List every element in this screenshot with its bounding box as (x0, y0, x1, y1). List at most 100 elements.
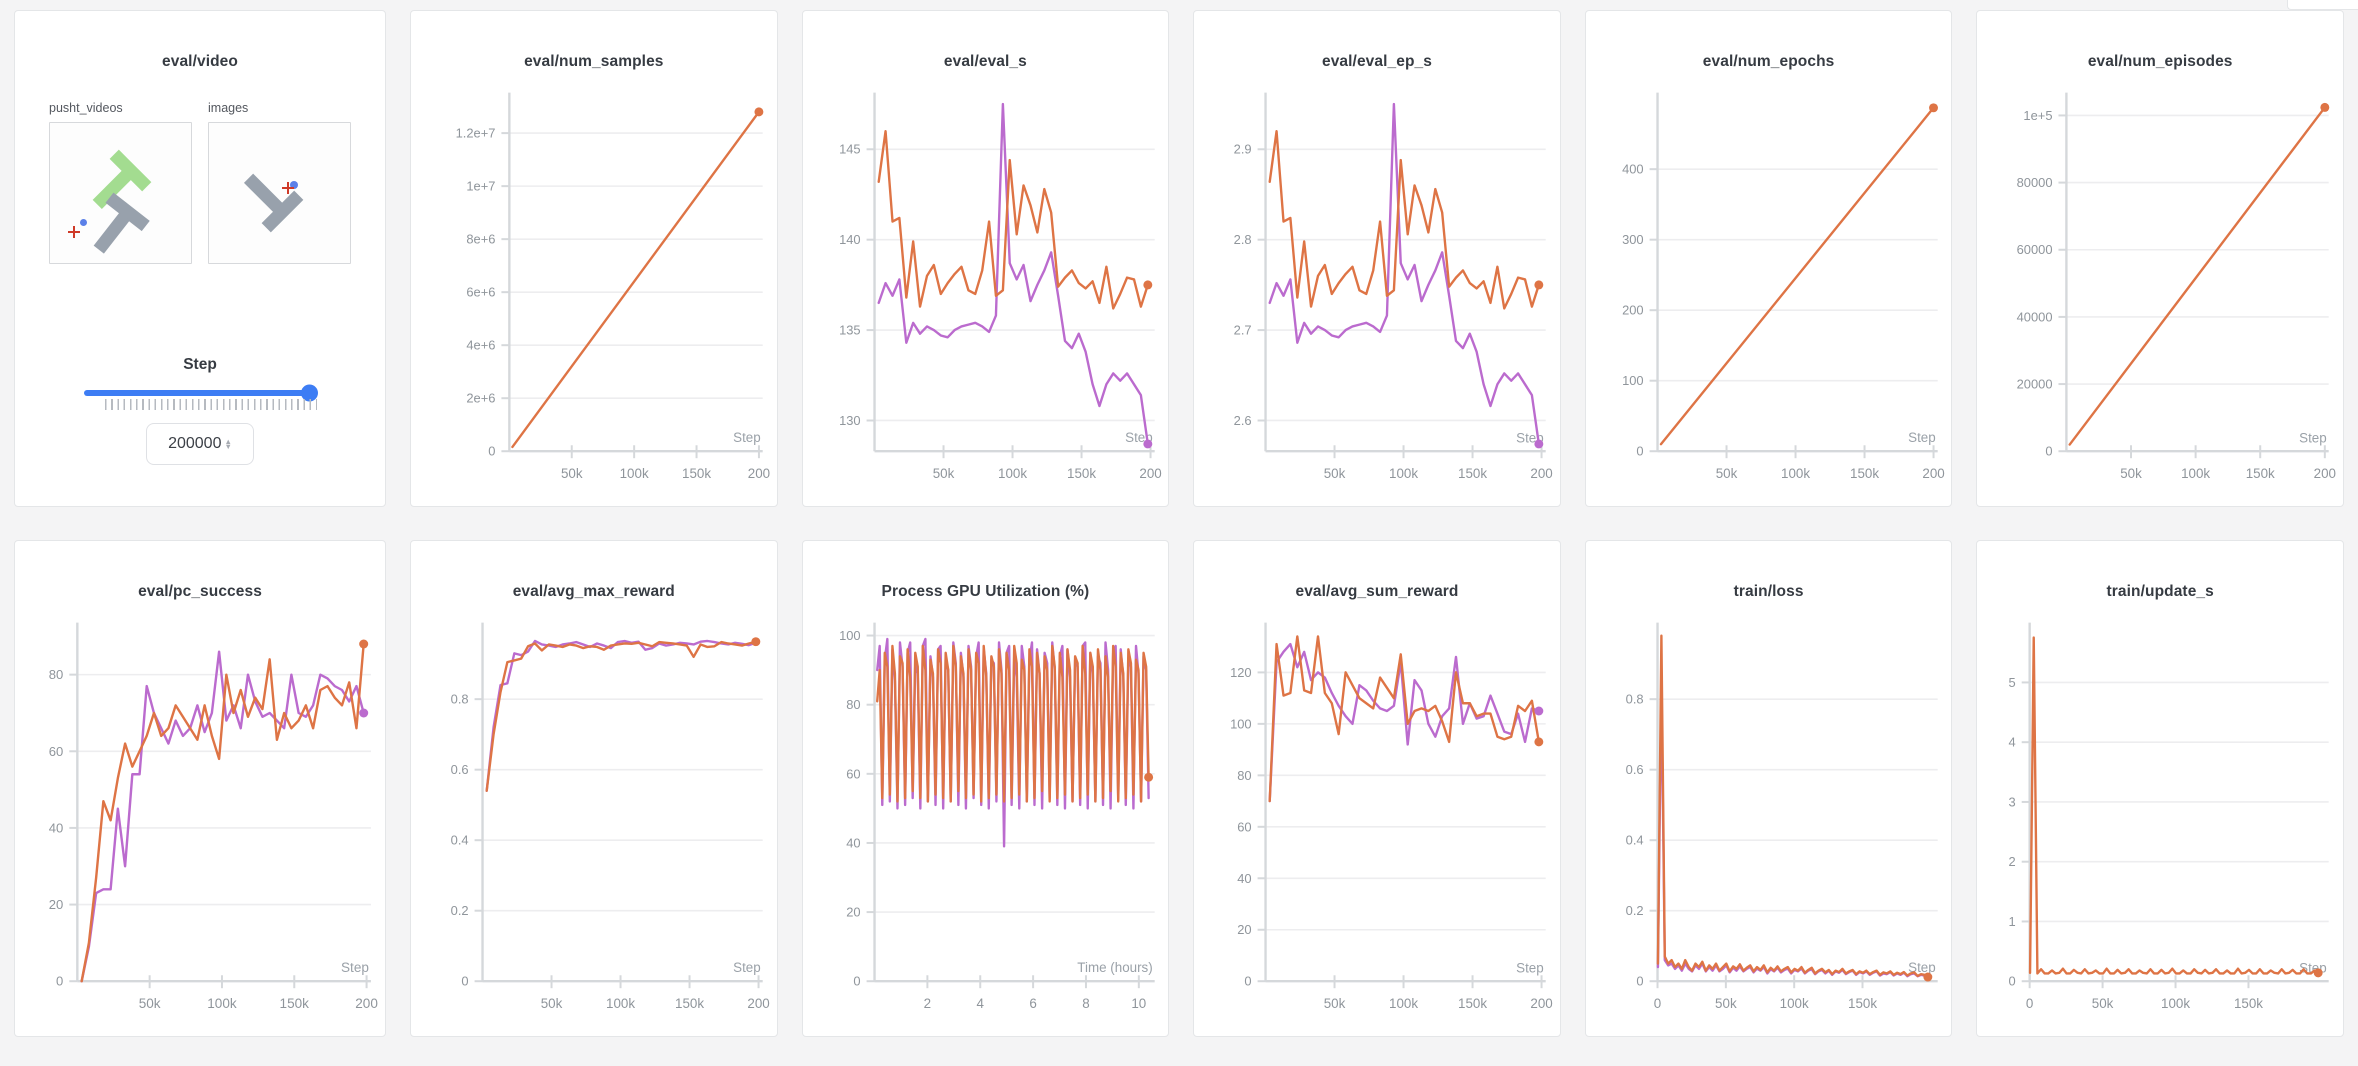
svg-text:200: 200 (1139, 466, 1161, 481)
svg-text:200: 200 (1922, 466, 1944, 481)
chart-title: eval/avg_max_reward (512, 583, 675, 600)
chart-canvas-eval-pc-success: 0 20 40 60 80 50k 100k 150k 200 Step (49, 622, 378, 1011)
chart-canvas-gpu-utilization: 0 20 40 60 80 100 2 4 6 8 10 Time (hours) (839, 622, 1155, 1011)
svg-text:0: 0 (488, 444, 495, 459)
svg-text:150k: 150k (682, 466, 711, 481)
svg-text:Step: Step (733, 960, 761, 975)
panel-eval-video[interactable]: eval/video pusht_videos images (14, 10, 386, 507)
svg-text:0.8: 0.8 (1625, 692, 1643, 707)
svg-text:0: 0 (2026, 996, 2033, 1011)
svg-text:0: 0 (461, 974, 468, 989)
panel-train-loss[interactable]: train/loss 0 0.2 0.4 0.6 0.8 0 50k 100k 150k Step (1584, 540, 1953, 1037)
panel-eval-avg-max-reward[interactable]: eval/avg_max_reward 0 0.2 0.4 0.6 0.8 50k 100k… (410, 540, 778, 1037)
svg-text:130: 130 (839, 413, 861, 428)
svg-text:Step: Step (1516, 960, 1544, 975)
svg-text:200: 200 (355, 996, 378, 1011)
svg-text:100k: 100k (998, 466, 1027, 481)
goal-cross-icon (282, 182, 294, 194)
svg-text:100k: 100k (1781, 466, 1810, 481)
chart-canvas-eval-num-epochs: 0 100 200 300 400 50k 100k 150k 200 Step (1622, 92, 1945, 481)
panel-eval-eval-s[interactable]: eval/eval_s 130 135 140 145 50k 100k 150k 200 St… (801, 10, 1170, 507)
agent-dot (290, 181, 298, 189)
svg-text:135: 135 (839, 323, 861, 338)
video-thumbnail-pusht[interactable] (49, 122, 192, 264)
svg-text:150k: 150k (1850, 466, 1879, 481)
chart-canvas-eval-num-episodes: 0 20000 40000 60000 80000 1e+5 50k 100k 150k 200 S… (2017, 92, 2336, 481)
media-pusht-videos: pusht_videos (49, 101, 192, 264)
svg-text:0.4: 0.4 (451, 833, 469, 848)
svg-text:50k: 50k (1324, 466, 1346, 481)
panel-eval-num-samples[interactable]: eval/num_samples 0 2e+6 4e+6 6e+6 8e+6 1e+7 1.… (410, 10, 778, 507)
svg-text:Step: Step (1908, 960, 1936, 975)
svg-text:100k: 100k (620, 466, 649, 481)
panel-train-update-s[interactable]: train/update_s 0 1 2 3 4 5 0 50k 100k 150k Step (1976, 540, 2344, 1037)
svg-text:200: 200 (1531, 996, 1553, 1011)
svg-text:10: 10 (1131, 996, 1146, 1011)
stepper-icons[interactable]: ▲ ▼ (224, 438, 232, 451)
svg-text:2.7: 2.7 (1234, 323, 1252, 338)
svg-text:140: 140 (839, 232, 861, 247)
panel-eval-pc-success[interactable]: eval/pc_success 0 20 40 60 80 50k 100k 150k 200 S… (14, 540, 386, 1037)
svg-text:200: 200 (2314, 466, 2336, 481)
agent-dot (80, 219, 87, 226)
chart-title: eval/num_episodes (2087, 53, 2233, 70)
video-thumbnail-images[interactable] (208, 122, 351, 264)
svg-text:2e+6: 2e+6 (466, 391, 495, 406)
svg-text:50k: 50k (541, 996, 563, 1011)
svg-text:50k: 50k (139, 996, 161, 1011)
svg-text:0: 0 (1245, 974, 1252, 989)
svg-text:100k: 100k (1779, 996, 1808, 1011)
svg-text:80: 80 (846, 697, 860, 712)
svg-text:400: 400 (1622, 162, 1644, 177)
pusht-block-t-shape (233, 162, 304, 233)
panel-title: eval/video (162, 53, 238, 70)
chart-title: eval/eval_ep_s (1321, 53, 1432, 70)
media-label: images (208, 101, 249, 115)
svg-text:150k: 150k (2246, 466, 2275, 481)
svg-text:60: 60 (49, 744, 64, 759)
panel-eval-eval-ep-s[interactable]: eval/eval_ep_s 2.6 2.7 2.8 2.9 50k 100k 150k 20… (1193, 10, 1561, 507)
slider-ruler (105, 399, 317, 410)
svg-text:40: 40 (846, 835, 860, 850)
svg-text:150k: 150k (1458, 996, 1487, 1011)
panel-eval-num-epochs[interactable]: eval/num_epochs 0 100 200 300 400 50k 100k 150k… (1584, 10, 1953, 507)
chart-canvas-eval-avg-sum-reward: 0 20 40 60 80 100 120 50k 100k 150k 200 Step (1230, 622, 1553, 1011)
chart-title: train/update_s (2106, 583, 2214, 600)
media-row: pusht_videos images (15, 101, 385, 264)
chart-canvas-eval-num-samples: 0 2e+6 4e+6 6e+6 8e+6 1e+7 1.2e+7 50k 100k 150k 20… (456, 92, 770, 481)
svg-text:200: 200 (747, 996, 769, 1011)
svg-text:20: 20 (1237, 922, 1251, 937)
svg-text:50k: 50k (1715, 996, 1737, 1011)
svg-text:50k: 50k (2121, 466, 2143, 481)
step-slider[interactable] (84, 384, 318, 402)
svg-text:60: 60 (846, 766, 860, 781)
svg-text:5: 5 (2009, 675, 2016, 690)
svg-text:8: 8 (1082, 996, 1089, 1011)
chart-title: eval/num_epochs (1702, 53, 1835, 70)
svg-text:100k: 100k (2161, 996, 2190, 1011)
svg-text:200: 200 (748, 466, 770, 481)
panel-eval-num-episodes[interactable]: eval/num_episodes 0 20000 40000 60000 80000 1… (1976, 10, 2344, 507)
svg-text:100k: 100k (1389, 996, 1418, 1011)
svg-text:100: 100 (1230, 716, 1252, 731)
svg-text:100k: 100k (1389, 466, 1418, 481)
svg-text:0: 0 (1654, 996, 1661, 1011)
svg-text:20000: 20000 (2017, 377, 2053, 392)
svg-text:Step: Step (2300, 430, 2328, 445)
step-input[interactable]: 200000 ▲ ▼ (146, 423, 254, 465)
svg-text:20: 20 (846, 905, 860, 920)
svg-text:200: 200 (1531, 466, 1553, 481)
svg-text:80: 80 (1237, 768, 1251, 783)
svg-text:0.6: 0.6 (451, 762, 469, 777)
pusht-block-t-shape (80, 192, 150, 263)
svg-text:0: 0 (853, 974, 860, 989)
svg-text:1: 1 (2009, 914, 2016, 929)
svg-text:0: 0 (1636, 974, 1643, 989)
panel-eval-avg-sum-reward[interactable]: eval/avg_sum_reward 0 20 40 60 80 100 120 50k 10… (1193, 540, 1561, 1037)
stepper-down-icon: ▼ (224, 442, 232, 451)
panel-gpu-utilization[interactable]: Process GPU Utilization (%) 0 20 40 60 80 100… (801, 540, 1170, 1037)
step-slider-thumb[interactable] (301, 384, 318, 402)
